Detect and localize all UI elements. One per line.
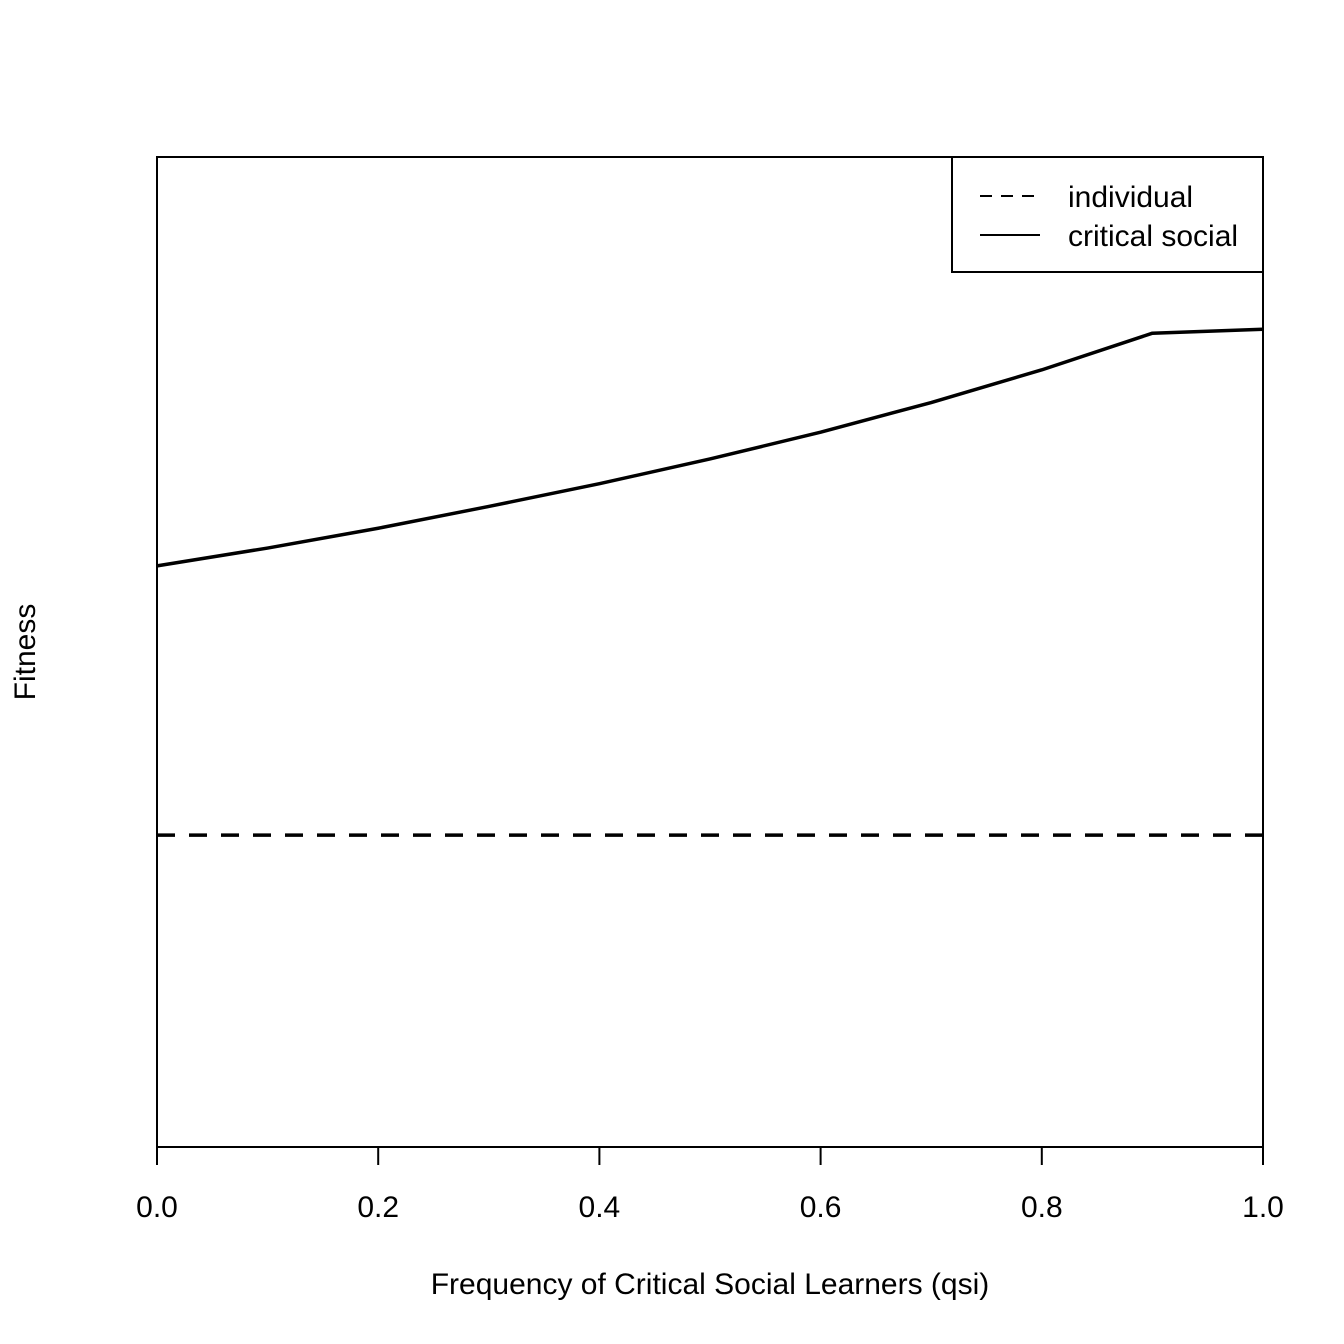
y-axis-label: Fitness [9,604,42,701]
x-tick-label: 0.2 [357,1191,399,1224]
x-tick-label: 0.4 [579,1191,621,1224]
plot-frame [156,156,1264,1148]
x-tick-label: 0.0 [136,1191,178,1224]
x-axis-label: Frequency of Critical Social Learners (q… [431,1268,990,1301]
x-tick-label: 0.6 [800,1191,842,1224]
x-tick-label: 1.0 [1242,1191,1284,1224]
x-axis: 0.0 0.2 0.4 0.6 0.8 1.0 [136,1147,1284,1224]
legend-label-individual: individual [1068,181,1193,214]
x-tick-label: 0.8 [1021,1191,1063,1224]
legend-label-critical-social: critical social [1068,220,1238,253]
series-layer [156,327,1264,837]
series-line-critical-social [156,327,1264,568]
legend: individual critical social [951,156,1264,273]
legend-box [951,156,1264,273]
